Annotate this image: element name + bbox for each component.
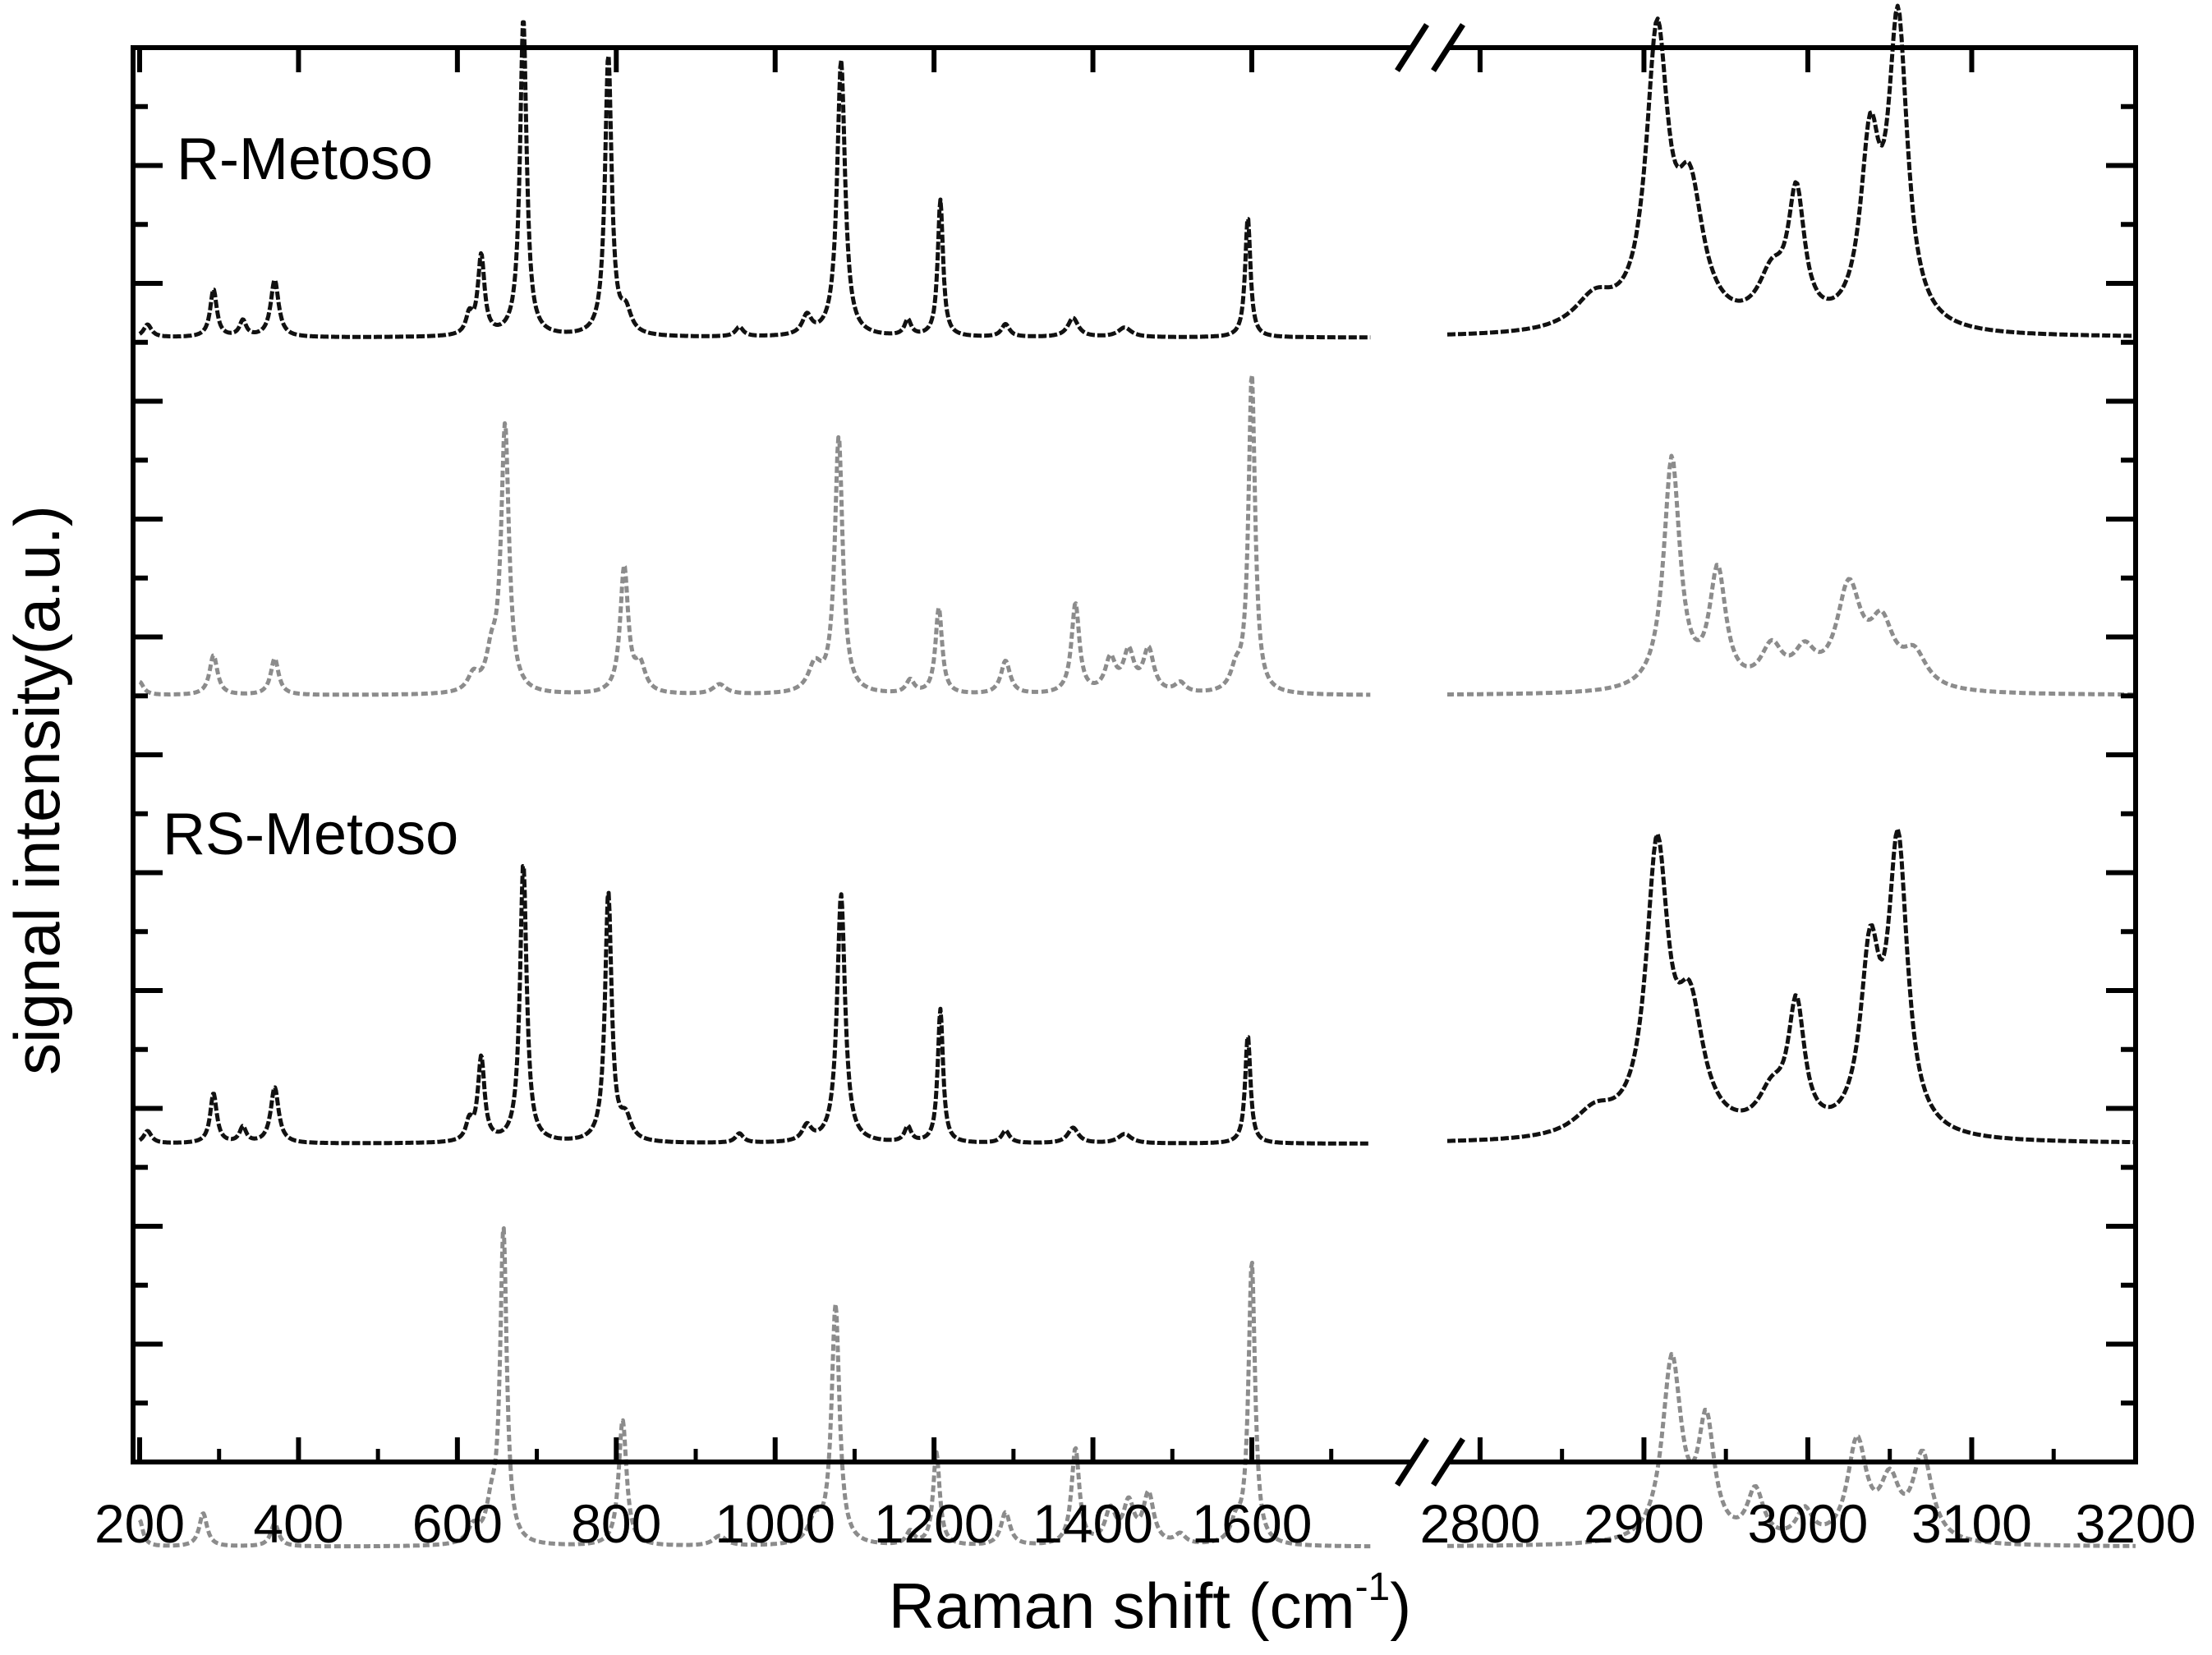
x-tick-label-200: 200 bbox=[94, 1493, 185, 1554]
y-axis-label: signal intensity(a.u.) bbox=[1, 505, 73, 1075]
series-3-experimental-segment-1 bbox=[138, 864, 1372, 1146]
axis-break-slash-a-top bbox=[1395, 23, 1429, 72]
axis-break-slash-a-bottom bbox=[1395, 1437, 1429, 1487]
plot-border bbox=[131, 45, 2138, 1464]
x-tick-label-3200: 3200 bbox=[2076, 1493, 2196, 1554]
x-axis-label-end: ) bbox=[1390, 1570, 1411, 1642]
x-tick-label-2900: 2900 bbox=[1584, 1493, 1704, 1554]
x-tick-label-3100: 3100 bbox=[1911, 1493, 2032, 1554]
x-tick-label-1000: 1000 bbox=[715, 1493, 835, 1554]
series-1-experimental-segment-2 bbox=[1446, 3, 2136, 338]
series-4-calculated-segment-1 bbox=[137, 1226, 1372, 1549]
panel-label-rs-metoso: RS-Metoso bbox=[163, 802, 458, 867]
x-tick-label-2800: 2800 bbox=[1419, 1493, 1540, 1554]
x-tick-label-3000: 3000 bbox=[1748, 1493, 1869, 1554]
x-tick-label-1600: 1600 bbox=[1192, 1493, 1313, 1554]
series-2-calculated-segment-2 bbox=[1446, 453, 2136, 697]
x-tick-label-600: 600 bbox=[412, 1493, 503, 1554]
series-2-calculated-segment-1 bbox=[138, 373, 1372, 697]
tick-label-layer: 200 400 600 800 1000 1200 1400 1600 2800 2900 3000… bbox=[94, 1493, 2196, 1554]
axis-break-gap-bottom bbox=[1412, 1455, 1448, 1469]
x-tick-label-1200: 1200 bbox=[874, 1493, 995, 1554]
x-axis-label: Raman shift (cm-1) bbox=[889, 1565, 1411, 1642]
axis-break-gap-top bbox=[1412, 41, 1448, 54]
tick-layer bbox=[133, 45, 2138, 1464]
axis-break-slash-b-bottom bbox=[1431, 1437, 1465, 1487]
x-tick-label-800: 800 bbox=[571, 1493, 661, 1554]
series-4-calculated-segment-2 bbox=[1446, 1352, 2136, 1548]
series-1-experimental-segment-1 bbox=[138, 20, 1372, 340]
series-3-experimental-segment-2 bbox=[1446, 826, 2136, 1145]
x-axis-label-main: Raman shift (cm bbox=[889, 1570, 1355, 1642]
plot-frame bbox=[131, 45, 2138, 1464]
x-tick-label-1400: 1400 bbox=[1032, 1493, 1153, 1554]
x-axis-label-superscript: -1 bbox=[1355, 1565, 1391, 1609]
panel-label-r-metoso: R-Metoso bbox=[177, 126, 433, 192]
series-layer bbox=[137, 3, 2136, 1549]
axis-break-layer bbox=[1395, 23, 1465, 1487]
x-tick-label-400: 400 bbox=[253, 1493, 343, 1554]
axis-break-slash-b-top bbox=[1431, 23, 1465, 72]
